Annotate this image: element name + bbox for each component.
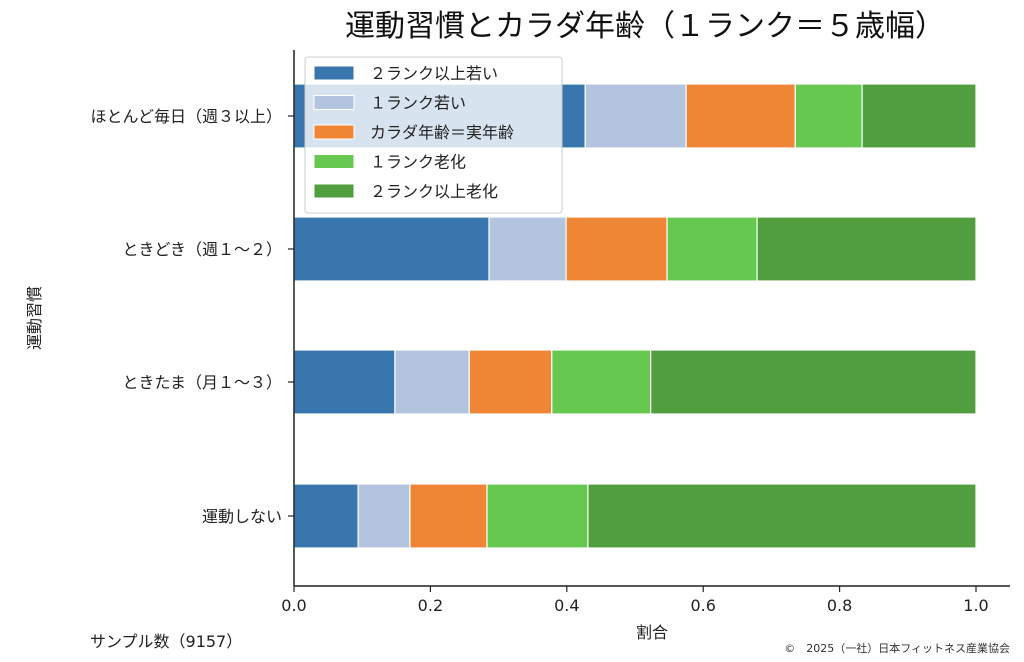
legend-swatch	[313, 183, 355, 199]
y-axis-label: 運動習慣	[25, 286, 44, 350]
bar-segment	[587, 483, 977, 549]
legend-swatch	[313, 95, 355, 110]
x-axis-label: 割合	[636, 623, 668, 642]
legend-swatch	[313, 124, 355, 140]
bar-segment	[486, 483, 589, 549]
bar-segment	[293, 216, 490, 282]
bar-segment	[650, 349, 977, 415]
x-tick-label: 1.0	[963, 596, 988, 615]
bar-segment	[756, 216, 977, 282]
x-tick-label: 0.8	[827, 596, 852, 615]
bar-segment	[488, 216, 567, 282]
bar-segment	[861, 83, 977, 149]
legend-box	[304, 56, 563, 214]
x-ticks: 0.0 0.2 0.4 0.6 0.8 1.0	[281, 586, 989, 615]
x-tick-label: 0.2	[418, 596, 443, 615]
bar-segment	[565, 216, 668, 282]
bar-segment	[666, 216, 758, 282]
y-tick-label: ときたま（月１～３）	[122, 373, 282, 392]
copyright: © 2025（一社）日本フィットネス産業協会	[784, 641, 1010, 655]
x-tick-label: 0.0	[281, 596, 306, 615]
chart-title: 運動習慣とカラダ年齢（１ランク＝５歳幅）	[345, 9, 945, 44]
bar-segment	[293, 483, 359, 549]
bar-segment	[584, 83, 687, 149]
legend-label: １ランク老化	[370, 153, 466, 172]
x-tick-label: 0.6	[690, 596, 715, 615]
y-ticks: ほとんど毎日（週３以上） ときどき（週１～２） ときたま（月１～３） 運動しない	[90, 107, 294, 526]
bar-segment	[794, 83, 863, 149]
sample-size: サンプル数（9157）	[90, 632, 242, 651]
bar-segment	[409, 483, 488, 549]
bar-segment	[468, 349, 553, 415]
bars-group	[293, 83, 977, 549]
legend-label: カラダ年齢＝実年齢	[370, 123, 514, 142]
bar-segment	[551, 349, 652, 415]
bar-segment	[357, 483, 411, 549]
y-tick-label: ときどき（週１～２）	[122, 240, 282, 259]
bar-segment	[293, 349, 396, 415]
legend-swatch	[313, 65, 355, 81]
legend-label: １ランク若い	[370, 94, 466, 113]
legend-label: ２ランク以上老化	[370, 182, 498, 201]
legend-label: ２ランク以上若い	[370, 64, 498, 83]
x-tick-label: 0.4	[554, 596, 579, 615]
y-tick-label: ほとんど毎日（週３以上）	[90, 107, 282, 126]
bar-segment	[685, 83, 796, 149]
bar-segment	[394, 349, 470, 415]
y-tick-label: 運動しない	[202, 507, 282, 526]
legend-swatch	[313, 154, 355, 169]
